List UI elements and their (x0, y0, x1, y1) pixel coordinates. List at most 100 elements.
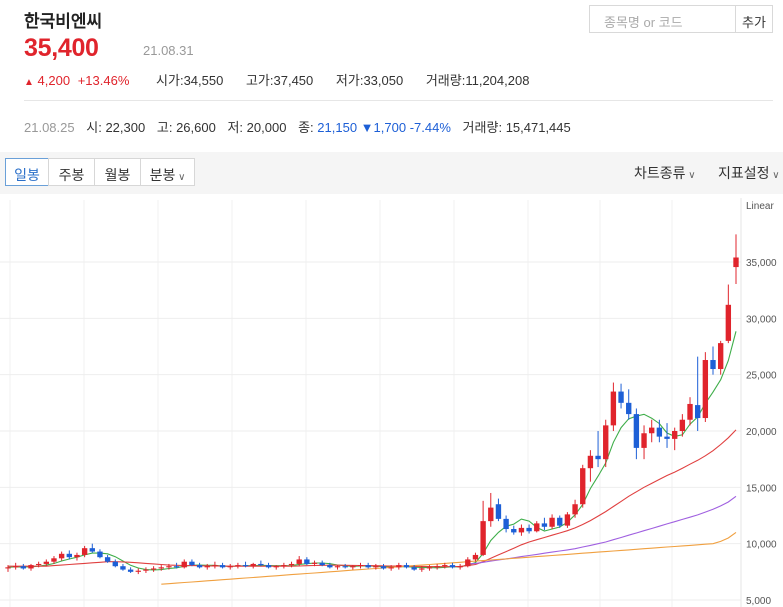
down-arrow-icon: ▼ (360, 120, 374, 135)
prev-change-amount: 1,700 (373, 120, 407, 135)
candle-body (641, 433, 647, 448)
prev-high: 26,600 (176, 120, 216, 135)
candle-body (204, 566, 210, 568)
candle-body (127, 569, 134, 572)
candlestick-chart[interactable]: Linear 5,000 10,000 15,000 20,000 25,000 30,00… (0, 198, 783, 607)
prev-date: 21.08.25 (24, 120, 75, 135)
stock-name: 한국비엔씨 (24, 12, 103, 31)
change-amount: 4,200 (37, 73, 71, 88)
prev-close-label: 종 (298, 120, 311, 135)
prev-day-row: 21.08.25 시: 22,300 고: 26,600 저: 20,000 종… (24, 120, 571, 135)
tab-weekly[interactable]: 주봉 (48, 158, 95, 186)
prev-low-label: 저 (227, 120, 240, 135)
candle-body (679, 419, 686, 431)
candle-body (58, 553, 65, 559)
candle-body (426, 567, 433, 569)
candle-body (649, 427, 655, 434)
candle-body (534, 523, 540, 532)
open-label: 시가 (156, 73, 180, 88)
candle-body (457, 566, 463, 568)
candle-body (472, 554, 479, 560)
candle-body (564, 514, 571, 526)
up-arrow-icon: ▲ (24, 77, 34, 88)
candle-body (20, 566, 27, 569)
tab-monthly[interactable]: 월봉 (94, 158, 141, 186)
y-tick-label: 30,000 (746, 314, 777, 325)
candle-body (626, 402, 632, 415)
ma-line-ma60 (467, 495, 737, 565)
candle-body (288, 563, 295, 566)
candle-body (319, 562, 325, 566)
candle-body (419, 568, 425, 570)
chart-type-dropdown[interactable]: 차트종류 ∨ (634, 163, 696, 183)
ma-line-ma120 (161, 531, 737, 585)
candle-body (81, 548, 88, 555)
y-tick-label: 5,000 (746, 596, 771, 607)
candle-body (503, 518, 509, 530)
price-chart[interactable]: Linear 5,000 10,000 15,000 20,000 25,000 30,00… (0, 198, 783, 607)
candle-body (695, 405, 701, 419)
candle-body (120, 566, 126, 570)
candle-body (342, 566, 348, 568)
prev-open-label: 시 (86, 120, 99, 135)
candle-body (28, 565, 34, 569)
y-tick-label: 15,000 (746, 483, 777, 494)
candle-body (480, 521, 486, 555)
candle-body (526, 527, 532, 532)
chart-type-label: 차트종류 (634, 165, 686, 181)
candle-body (580, 468, 586, 505)
high-value: 37,450 (273, 73, 314, 88)
prev-volume-label: 거래량 (462, 120, 499, 135)
current-price: 35,400 (24, 34, 99, 62)
search-input[interactable]: 종목명 or 코드 (589, 5, 736, 33)
candle-body (173, 566, 180, 568)
prev-low: 20,000 (246, 120, 287, 135)
high-label: 고가 (245, 73, 270, 88)
candle-body (311, 562, 318, 564)
candle-body (595, 455, 601, 460)
candle-body (664, 436, 670, 439)
prev-open: 22,300 (105, 120, 146, 135)
candle-body (373, 566, 379, 568)
candle-body (281, 565, 287, 567)
indicator-settings-label: 지표설정 (718, 165, 770, 181)
y-tick-label: 10,000 (746, 540, 777, 551)
candle-body (5, 567, 11, 569)
candle-body (242, 565, 249, 567)
candle-body (388, 567, 394, 569)
add-button[interactable]: 추가 (736, 5, 773, 33)
candle-body (725, 304, 732, 341)
candle-body (733, 257, 739, 268)
candle-body (334, 566, 341, 568)
low-label: 저가 (335, 73, 360, 88)
y-tick-label: 20,000 (746, 427, 777, 438)
candle-body (327, 565, 333, 568)
candle-body (603, 425, 609, 460)
candle-body (66, 553, 72, 558)
chevron-down-icon: ∨ (685, 170, 696, 181)
chevron-down-icon: ∨ (769, 170, 780, 181)
candle-body (189, 561, 195, 566)
candle-body (158, 567, 164, 569)
indicator-settings-dropdown[interactable]: 지표설정 ∨ (718, 163, 780, 183)
tab-minute[interactable]: 분봉 ∨ (140, 158, 195, 186)
candle-body (587, 455, 594, 469)
candle-body (89, 548, 95, 552)
candle-body (265, 565, 272, 568)
prev-high-label: 고 (156, 120, 169, 135)
candle-body (196, 565, 203, 568)
candle-body (518, 527, 525, 533)
candle-body (403, 565, 410, 568)
candle-body (702, 360, 709, 419)
candle-body (672, 431, 678, 439)
candle-body (434, 566, 440, 568)
candle-body (495, 504, 502, 519)
candle-body (549, 517, 555, 527)
open-value: 34,550 (183, 73, 224, 88)
candle-body (250, 563, 256, 567)
scale-label: Linear (746, 201, 774, 212)
candle-body (618, 391, 624, 403)
tab-daily[interactable]: 일봉 (5, 158, 49, 186)
candle-body (572, 504, 578, 515)
candle-body (511, 529, 517, 533)
